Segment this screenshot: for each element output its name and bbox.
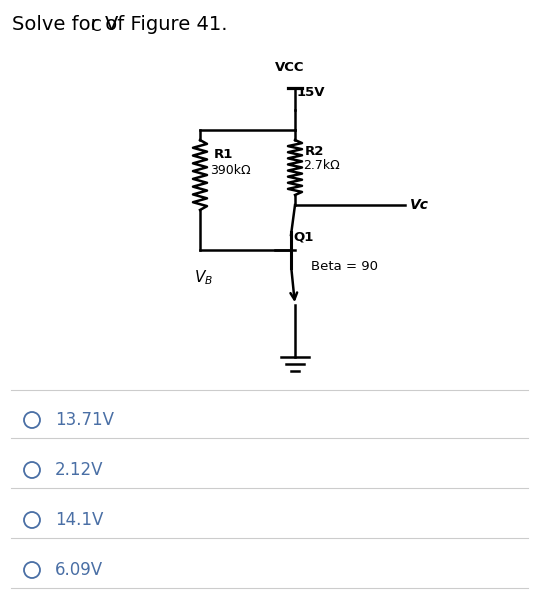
Text: C: C (90, 19, 101, 34)
Circle shape (24, 412, 40, 428)
Circle shape (24, 462, 40, 478)
Text: 2.12V: 2.12V (55, 461, 103, 479)
Text: 14.1V: 14.1V (55, 511, 103, 529)
Text: R1: R1 (214, 148, 233, 161)
Text: $V_B$: $V_B$ (195, 268, 213, 287)
Text: 15V: 15V (297, 86, 326, 99)
Text: 13.71V: 13.71V (55, 411, 114, 429)
Circle shape (24, 562, 40, 578)
Text: Solve for V: Solve for V (12, 15, 119, 34)
Text: Beta = 90: Beta = 90 (311, 260, 378, 273)
Text: 2.7kΩ: 2.7kΩ (303, 159, 340, 172)
Circle shape (24, 512, 40, 528)
Text: R2: R2 (305, 145, 324, 158)
Text: 6.09V: 6.09V (55, 561, 103, 579)
Text: VCC: VCC (275, 61, 305, 74)
Text: 390kΩ: 390kΩ (210, 164, 251, 177)
Text: of Figure 41.: of Figure 41. (99, 15, 227, 34)
Text: Q1: Q1 (293, 231, 313, 244)
Text: Vc: Vc (410, 198, 429, 212)
